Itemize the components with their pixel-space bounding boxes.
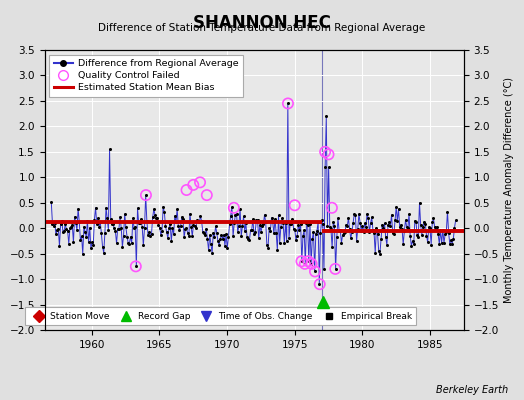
Point [189,182,198,188]
Point [311,268,319,275]
Point [203,192,211,198]
Point [297,258,305,264]
Point [324,151,333,158]
Point [230,205,238,211]
Point [321,149,329,155]
Point [284,100,292,107]
Text: Difference of Station Temperature Data from Regional Average: Difference of Station Temperature Data f… [99,23,425,33]
Point [290,202,299,208]
Point [331,266,340,272]
Point [315,281,324,287]
Point [304,258,312,264]
Point [132,263,140,270]
Point [328,205,336,211]
Point [182,187,191,193]
Point [196,179,204,186]
Legend: Station Move, Record Gap, Time of Obs. Change, Empirical Break: Station Move, Record Gap, Time of Obs. C… [25,308,416,326]
Point [301,261,309,267]
Text: SHANNON HEC: SHANNON HEC [193,14,331,32]
Text: Berkeley Earth: Berkeley Earth [436,385,508,395]
Y-axis label: Monthly Temperature Anomaly Difference (°C): Monthly Temperature Anomaly Difference (… [505,77,515,303]
Point [308,261,316,267]
Point [142,192,150,198]
